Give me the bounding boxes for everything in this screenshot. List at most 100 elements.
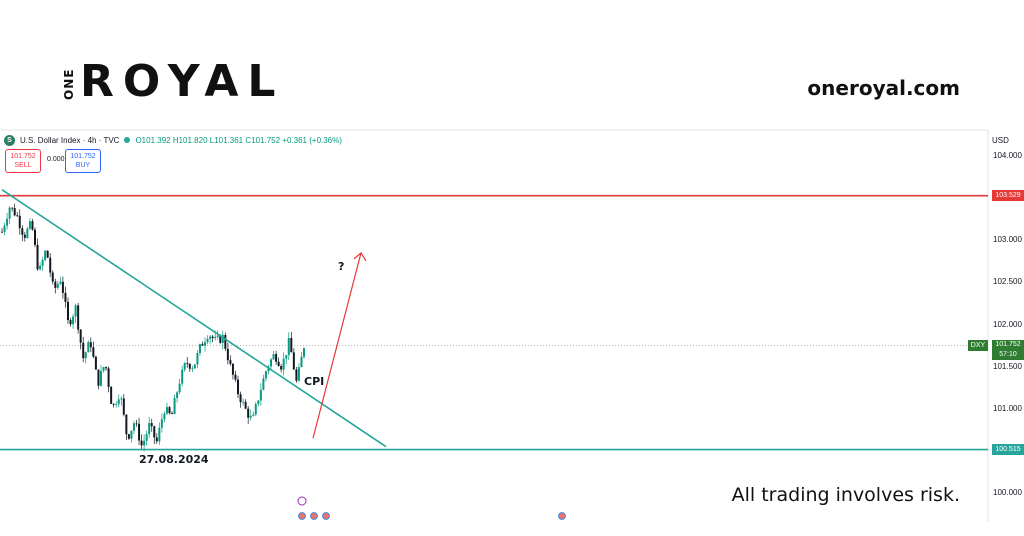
candle-body bbox=[285, 355, 288, 359]
ohlc-open: O101.392 bbox=[135, 135, 171, 145]
candle-body bbox=[168, 407, 171, 414]
candle-body bbox=[69, 320, 72, 325]
sell-button[interactable]: 101.752 SELL bbox=[5, 149, 41, 173]
ohlc-values: O101.392 H101.820 L101.361 C101.752 +0.3… bbox=[135, 136, 341, 145]
candle-body bbox=[300, 356, 303, 368]
y-tick-label: 101.500 bbox=[993, 361, 1022, 371]
ohlc-close: C101.752 bbox=[245, 135, 281, 145]
candle-body bbox=[206, 338, 209, 343]
candle-body bbox=[160, 419, 163, 428]
candle-body bbox=[292, 352, 295, 370]
candle-body bbox=[87, 342, 90, 353]
candle-body bbox=[31, 221, 34, 230]
date-annotation: 27.08.2024 bbox=[139, 453, 209, 466]
symbol-title[interactable]: U.S. Dollar Index · 4h · TVC bbox=[20, 135, 120, 145]
buy-price: 101.752 bbox=[70, 153, 96, 160]
y-tick-label: 102.500 bbox=[993, 277, 1022, 287]
spread-value: 0.000 bbox=[47, 156, 65, 163]
ohlc-low: L101.361 bbox=[209, 135, 244, 145]
arrow-shaft bbox=[312, 252, 362, 439]
candle-body bbox=[163, 413, 166, 420]
support-price-label: 100.515 bbox=[992, 444, 1024, 456]
calendar-flag-icon bbox=[558, 512, 566, 520]
candle-body bbox=[115, 404, 118, 406]
candle-body bbox=[173, 398, 176, 415]
brand-site[interactable]: oneroyal.com bbox=[807, 76, 960, 100]
candle-body bbox=[46, 250, 49, 258]
y-tick-label: 102.000 bbox=[993, 319, 1022, 329]
candle-body bbox=[264, 371, 267, 379]
candle-body bbox=[54, 281, 57, 288]
candle-body bbox=[237, 379, 240, 395]
candle-body bbox=[282, 358, 285, 370]
currency-label[interactable]: USD bbox=[992, 136, 1009, 145]
candle-body bbox=[130, 430, 133, 439]
event-icons bbox=[297, 496, 566, 520]
candle-body bbox=[219, 335, 222, 343]
candle-body bbox=[74, 305, 77, 317]
candle-body bbox=[61, 281, 64, 293]
candle-body bbox=[132, 423, 135, 431]
candle-body bbox=[99, 370, 102, 386]
candle-body bbox=[275, 354, 278, 362]
candle-body bbox=[127, 434, 130, 439]
candle-body bbox=[125, 414, 128, 435]
candle-body bbox=[224, 334, 227, 349]
candle-body bbox=[72, 316, 75, 325]
buy-button[interactable]: 101.752 BUY bbox=[65, 149, 101, 173]
candle-body bbox=[36, 244, 39, 270]
candle-body bbox=[201, 344, 204, 346]
candle-body bbox=[105, 367, 108, 369]
candle-body bbox=[209, 336, 212, 339]
ohlc-change: +0.361 (+0.36%) bbox=[282, 135, 342, 145]
calendar-flag-icon bbox=[310, 512, 318, 520]
candle-body bbox=[16, 215, 19, 217]
candle-body bbox=[234, 374, 237, 380]
candle-body bbox=[135, 423, 138, 425]
candle-body bbox=[39, 265, 42, 270]
candle-body bbox=[6, 218, 9, 226]
candle-body bbox=[94, 356, 97, 370]
candle-body bbox=[249, 415, 252, 418]
y-tick-label: 104.000 bbox=[993, 151, 1022, 160]
candle-body bbox=[3, 225, 6, 232]
candle-body bbox=[297, 367, 300, 381]
candle-body bbox=[280, 366, 283, 370]
candle-body bbox=[204, 342, 207, 346]
cpi-annotation: CPI bbox=[304, 375, 325, 388]
candle-body bbox=[1, 231, 3, 233]
candle-body bbox=[178, 383, 181, 393]
candle-body bbox=[226, 348, 229, 361]
candle-body bbox=[290, 338, 293, 353]
candle-body bbox=[117, 399, 120, 405]
candle-body bbox=[303, 348, 305, 357]
candle-body bbox=[262, 378, 265, 390]
candle-body bbox=[155, 437, 158, 442]
last-price-label: 101.752 57:10 bbox=[992, 340, 1024, 360]
candle-body bbox=[150, 423, 153, 427]
candle-body bbox=[186, 363, 189, 364]
candle-body bbox=[28, 221, 31, 229]
symbol-icon: S bbox=[4, 134, 15, 146]
candle-body bbox=[231, 363, 234, 375]
candle-body bbox=[270, 359, 273, 367]
resistance-price-label: 103.529 bbox=[992, 190, 1024, 202]
candle-body bbox=[21, 228, 24, 235]
risk-disclaimer: All trading involves risk. bbox=[731, 484, 960, 506]
candle-body bbox=[8, 207, 11, 219]
candle-body bbox=[171, 413, 174, 415]
candle-body bbox=[295, 369, 298, 381]
candle-body bbox=[277, 361, 280, 367]
candle-body bbox=[242, 401, 245, 403]
candle-body bbox=[214, 336, 217, 339]
candle-body bbox=[244, 401, 247, 409]
candle-body bbox=[257, 400, 260, 405]
calendar-flag-icon bbox=[322, 512, 330, 520]
calendar-flag-icon bbox=[298, 512, 306, 520]
candle-body bbox=[122, 398, 125, 415]
market-status-icon bbox=[124, 137, 131, 143]
candle-body bbox=[145, 434, 148, 441]
candle-body bbox=[158, 427, 161, 442]
candle-body bbox=[140, 440, 143, 446]
